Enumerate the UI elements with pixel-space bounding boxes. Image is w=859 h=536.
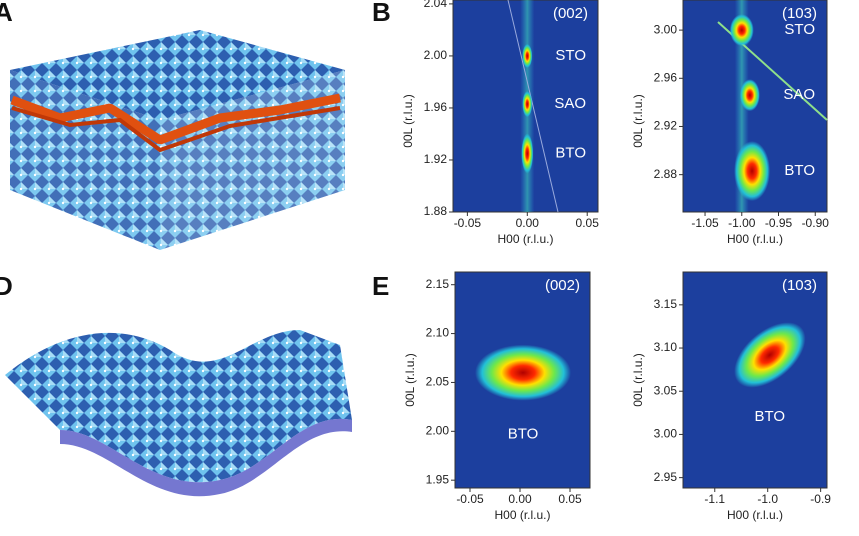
y-tick-label: 2.15	[426, 277, 450, 291]
peak-label: STO	[555, 47, 586, 64]
x-tick-label: -1.1	[704, 492, 725, 506]
heatmap-plot: STO SAO BTO (103) -1.05 -1.00 -0.95 -0.90 2.88 2.…	[631, 0, 829, 246]
y-tick-label: 2.05	[426, 375, 450, 389]
y-tick-label: 2.10	[426, 326, 450, 340]
peak	[734, 322, 806, 388]
y-tick-label: 2.96	[654, 70, 678, 84]
x-tick-label: 0.00	[516, 216, 540, 230]
truncation-rod	[507, 0, 559, 213]
x-axis-label: H00 (r.l.u.)	[727, 232, 783, 246]
plot-title: (002)	[545, 277, 580, 294]
y-axis-label: 00L (r.l.u.)	[631, 353, 645, 407]
x-tick-label: -1.0	[757, 492, 778, 506]
heatmap-plot: BTO (002) -0.05 0.00 0.05 1.95 2.00 2.05 2.10 2.1…	[403, 271, 591, 522]
peak	[729, 14, 754, 47]
peak	[475, 344, 571, 401]
plot-title: (103)	[782, 5, 817, 22]
heatmap-plot: STO SAO BTO (002) -0.05 0.00 0.05 1.88 1.92 1.96 2…	[401, 0, 599, 246]
y-tick-label: 3.10	[654, 340, 678, 354]
peak-label: BTO	[755, 408, 786, 425]
x-axis-label: H00 (r.l.u.)	[497, 232, 553, 246]
y-axis-label: 00L (r.l.u.)	[403, 353, 417, 407]
y-tick-label: 2.04	[424, 0, 448, 10]
x-axis-label: H00 (r.l.u.)	[727, 508, 783, 522]
y-tick-label: 2.88	[654, 167, 678, 181]
y-tick-label: 2.92	[654, 119, 678, 133]
plot-title: (103)	[782, 277, 817, 294]
x-tick-label: 0.05	[576, 216, 600, 230]
y-tick-label: 3.00	[654, 427, 678, 441]
y-tick-label: 3.15	[654, 297, 678, 311]
x-tick-label: 0.05	[558, 492, 582, 506]
y-axis-label: 00L (r.l.u.)	[401, 94, 415, 148]
y-tick-label: 3.05	[654, 383, 678, 397]
x-tick-label: -1.05	[691, 216, 719, 230]
illustration-d	[5, 330, 352, 497]
x-tick-label: -0.9	[810, 492, 831, 506]
y-tick-label: 1.95	[426, 472, 450, 486]
heatmap-plot: BTO (103) -1.1 -1.0 -0.9 2.95 3.00 3.05 3.10 3.15…	[631, 271, 831, 522]
x-tick-label: 0.00	[508, 492, 532, 506]
y-axis-label: 00L (r.l.u.)	[631, 94, 645, 148]
x-tick-label: -0.05	[456, 492, 484, 506]
x-tick-label: -0.90	[802, 216, 830, 230]
peak-label: STO	[784, 21, 815, 38]
y-tick-label: 2.00	[426, 423, 450, 437]
x-axis-label: H00 (r.l.u.)	[494, 508, 550, 522]
panel-letter: B	[372, 0, 391, 27]
illustration-a	[10, 30, 345, 250]
peak-label: BTO	[784, 162, 815, 179]
peak-label: SAO	[783, 86, 815, 103]
y-tick-label: 1.88	[424, 204, 448, 218]
plot-title: (002)	[553, 5, 588, 22]
y-tick-label: 2.95	[654, 470, 678, 484]
panel-letter: D	[0, 271, 13, 301]
peak	[522, 91, 533, 118]
panel-letter: A	[0, 0, 13, 27]
peak-label: BTO	[508, 426, 539, 443]
x-tick-label: -0.95	[765, 216, 793, 230]
panel-letter: E	[372, 271, 389, 301]
peak	[521, 133, 534, 174]
peak	[522, 43, 533, 68]
peak-label: BTO	[555, 144, 586, 161]
peak-label: SAO	[554, 95, 586, 112]
y-tick-label: 1.96	[424, 100, 448, 114]
y-tick-label: 3.00	[654, 22, 678, 36]
y-tick-label: 2.00	[424, 48, 448, 62]
peak	[739, 79, 760, 112]
x-tick-label: -1.00	[728, 216, 756, 230]
x-tick-label: -0.05	[454, 216, 482, 230]
y-tick-label: 1.92	[424, 152, 448, 166]
peak	[734, 141, 771, 202]
